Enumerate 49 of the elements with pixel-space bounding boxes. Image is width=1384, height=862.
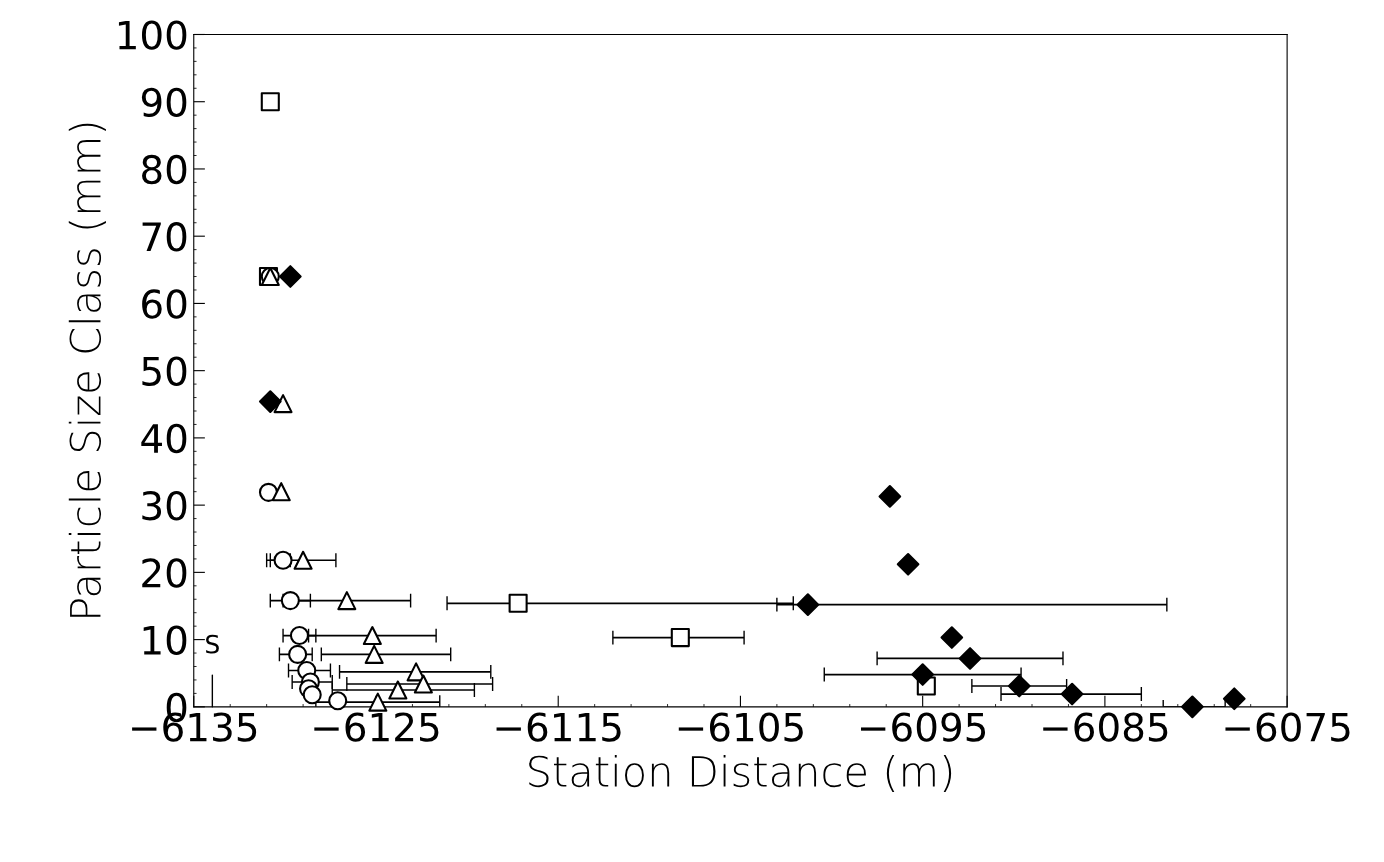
point <box>1007 674 1031 698</box>
point <box>258 390 282 413</box>
point <box>328 691 348 711</box>
point <box>362 626 382 646</box>
x-tick-label: −6105 <box>678 712 803 742</box>
point <box>670 628 690 648</box>
point <box>896 552 920 576</box>
x-axis-title: Station Distance (m) <box>529 754 952 793</box>
x-tick-label: −6125 <box>314 712 439 742</box>
y-tick-label: 30 <box>142 491 187 521</box>
x-tick-label: −6095 <box>861 712 986 742</box>
point <box>293 550 313 570</box>
y-tick-label: 60 <box>142 289 187 319</box>
y-tick-label: 50 <box>142 356 187 386</box>
y-tick-label: 10 <box>143 625 187 655</box>
point <box>273 394 293 414</box>
y-tick-label: 80 <box>142 154 187 185</box>
x-tick-label: −6115 <box>496 712 621 742</box>
point <box>796 593 820 616</box>
point <box>368 692 388 712</box>
point <box>279 265 302 288</box>
point <box>271 482 291 502</box>
y-tick-label: 70 <box>142 222 187 252</box>
x-tick-label: −6085 <box>1043 712 1168 742</box>
point <box>958 647 982 670</box>
y-tick-label: 20 <box>142 558 187 588</box>
y-tick-label: 40 <box>141 423 187 454</box>
y-axis-title: Particle Size Class (mm) <box>68 123 106 617</box>
point <box>302 685 322 705</box>
point <box>388 680 408 700</box>
point <box>288 644 308 664</box>
point <box>260 92 280 112</box>
point <box>508 593 528 613</box>
point <box>280 591 300 611</box>
point <box>337 591 357 611</box>
point <box>413 674 433 694</box>
point <box>1222 687 1246 711</box>
x-tick-label: −6075 <box>1225 712 1350 742</box>
point <box>1060 682 1084 706</box>
point <box>364 644 384 664</box>
point <box>1181 695 1204 719</box>
y-tick-label: 100 <box>118 20 187 50</box>
point <box>878 485 902 508</box>
y-tick-label: 90 <box>141 87 187 118</box>
point <box>289 626 309 646</box>
point <box>940 626 964 649</box>
point <box>273 550 293 570</box>
point <box>911 663 935 686</box>
annotation: S <box>206 634 219 654</box>
